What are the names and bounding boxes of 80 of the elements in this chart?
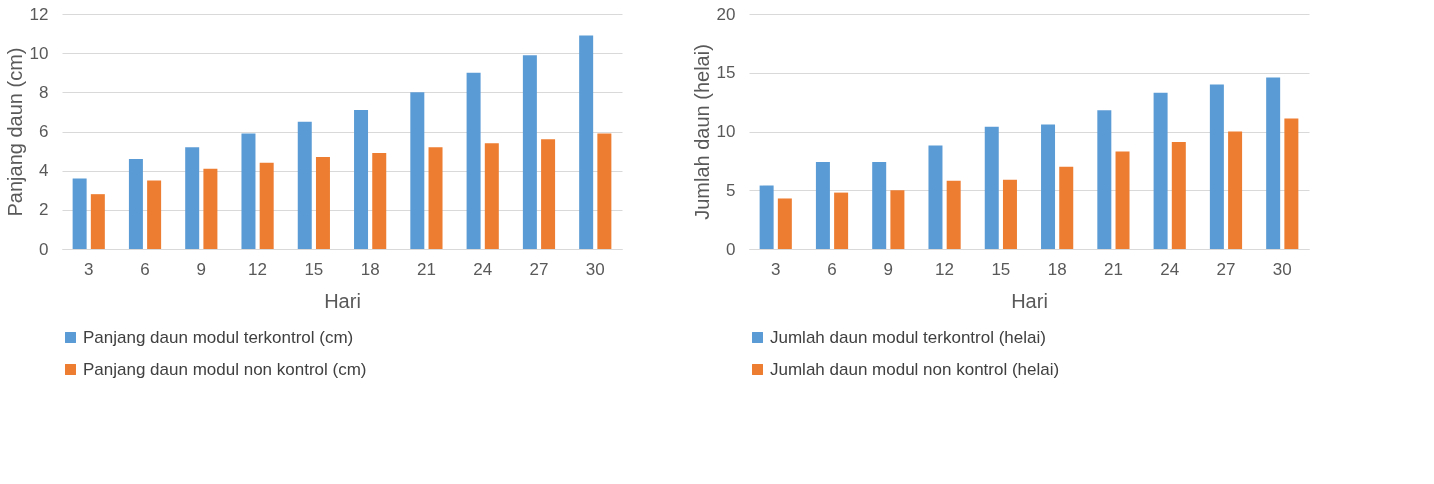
y-tick-label: 20 xyxy=(716,4,736,24)
x-tick-label: 27 xyxy=(1216,259,1236,279)
bar xyxy=(241,133,256,249)
bar xyxy=(1228,131,1243,249)
bar xyxy=(1059,166,1074,249)
bar xyxy=(834,192,849,249)
bar xyxy=(815,162,830,249)
bar xyxy=(984,126,999,249)
bar xyxy=(354,109,369,249)
x-tick-label: 6 xyxy=(827,259,837,279)
bar xyxy=(466,72,481,249)
bar xyxy=(90,194,105,249)
x-tick-label: 21 xyxy=(1103,259,1123,279)
bar xyxy=(522,55,537,249)
bar xyxy=(1153,92,1168,249)
bar xyxy=(297,121,312,249)
bar xyxy=(890,190,905,249)
bar xyxy=(410,92,425,249)
x-tick-label: 24 xyxy=(473,259,493,279)
bar xyxy=(872,162,887,249)
bar xyxy=(372,153,387,249)
y-tick-label: 10 xyxy=(716,122,736,141)
x-tick-label: 9 xyxy=(196,259,207,279)
bar xyxy=(128,158,143,249)
bar xyxy=(928,145,943,249)
legend-label: Jumlah daun modul non kontrol (helai) xyxy=(770,359,1060,379)
x-tick-label: 18 xyxy=(1047,259,1067,279)
legend-label: Panjang daun modul terkontrol (cm) xyxy=(83,327,354,347)
y-tick-label: 6 xyxy=(39,122,49,141)
bar xyxy=(1041,124,1056,249)
legend-label: Jumlah daun modul terkontrol (helai) xyxy=(770,327,1046,347)
bar xyxy=(541,139,556,249)
y-tick-label: 5 xyxy=(726,180,736,200)
y-tick-label: 0 xyxy=(39,239,49,259)
y-tick-label: 8 xyxy=(39,82,49,102)
x-tick-label: 12 xyxy=(248,259,268,279)
bar xyxy=(759,185,774,249)
x-tick-label: 21 xyxy=(416,259,436,279)
x-tick-label: 27 xyxy=(529,259,549,279)
x-tick-label: 24 xyxy=(1160,259,1180,279)
bar xyxy=(1209,84,1224,249)
x-axis-title: Hari xyxy=(1011,289,1048,312)
bar xyxy=(946,180,961,249)
x-tick-label: 30 xyxy=(1272,259,1292,279)
bar xyxy=(428,147,443,249)
legend-label: Panjang daun modul non kontrol (cm) xyxy=(83,359,367,379)
bar xyxy=(1266,77,1281,249)
bar xyxy=(147,180,162,249)
y-axis-title: Panjang daun (cm) xyxy=(3,47,26,217)
bar xyxy=(579,35,594,249)
x-tick-label: 15 xyxy=(991,259,1011,279)
y-axis-title: Jumlah daun (helai) xyxy=(690,44,713,220)
bar xyxy=(597,133,612,249)
bar xyxy=(1284,118,1299,249)
x-tick-label: 6 xyxy=(140,259,150,279)
y-tick-label: 12 xyxy=(29,4,49,24)
x-tick-label: 9 xyxy=(883,259,894,279)
x-axis-title: Hari xyxy=(324,289,361,312)
bar xyxy=(1115,151,1130,249)
x-tick-label: 12 xyxy=(935,259,955,279)
y-tick-label: 15 xyxy=(716,63,736,83)
x-tick-label: 3 xyxy=(771,259,781,279)
y-tick-label: 2 xyxy=(39,200,49,220)
bar xyxy=(203,168,218,249)
bar xyxy=(315,156,330,249)
bar xyxy=(1097,110,1112,249)
y-tick-label: 10 xyxy=(29,43,49,63)
bar xyxy=(484,143,499,249)
y-tick-label: 0 xyxy=(726,239,736,259)
bar xyxy=(259,162,274,249)
x-tick-label: 18 xyxy=(360,259,380,279)
x-tick-label: 15 xyxy=(304,259,324,279)
bar xyxy=(185,147,200,249)
bar xyxy=(1002,179,1017,249)
x-tick-label: 3 xyxy=(84,259,94,279)
x-tick-label: 30 xyxy=(585,259,605,279)
bar xyxy=(72,178,87,249)
bar xyxy=(1171,142,1186,249)
y-tick-label: 4 xyxy=(39,161,49,181)
bar xyxy=(777,198,792,249)
